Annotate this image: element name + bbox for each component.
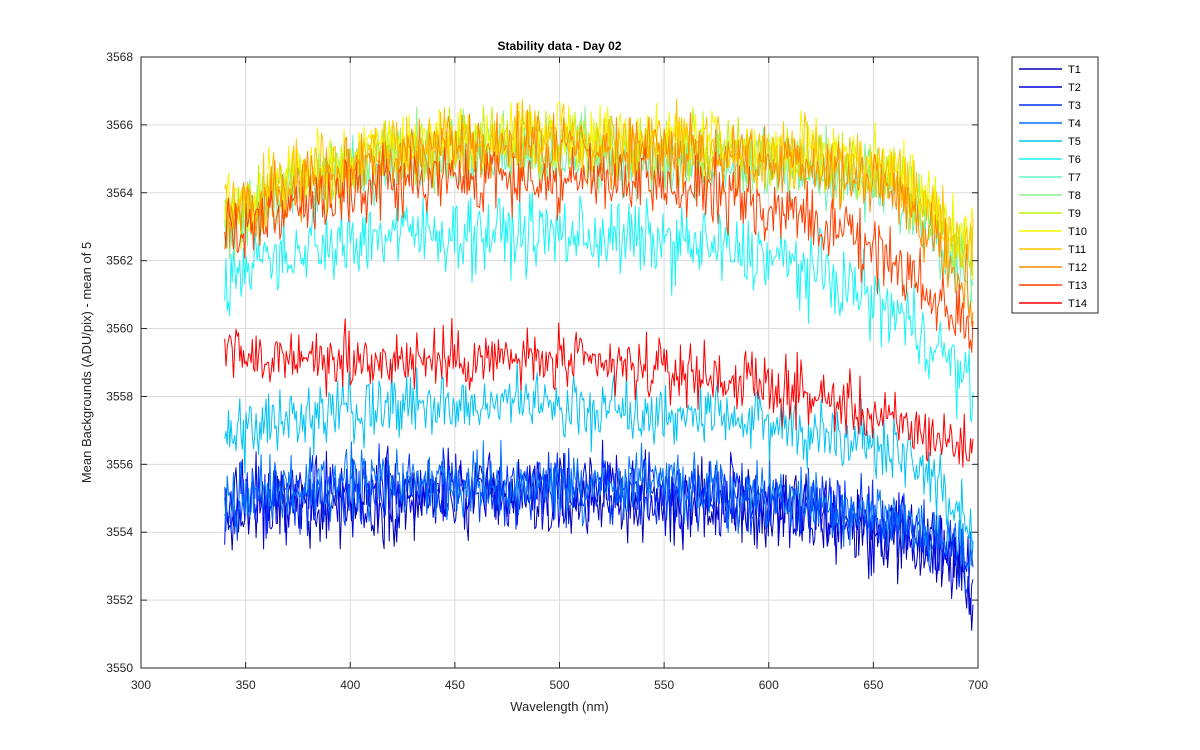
y-tick-label: 3558 [106,389,133,403]
y-tick-label: 3568 [106,50,133,64]
y-tick-label: 3564 [106,186,133,200]
legend-label-t2: T2 [1068,82,1081,94]
legend-label-t5: T5 [1068,136,1081,148]
x-tick-label: 450 [445,678,465,692]
y-tick-label: 3562 [106,254,133,268]
legend-label-t1: T1 [1068,64,1081,76]
chart-title: Stability data - Day 02 [497,39,621,53]
legend-label-t7: T7 [1068,172,1081,184]
series-line-t4 [224,439,974,570]
legend-label-t8: T8 [1068,190,1081,202]
legend-label-t12: T12 [1068,262,1087,274]
y-tick-label: 3560 [106,322,133,336]
x-tick-label: 350 [236,678,256,692]
x-axis: 300 350 400 450 500 550 600 650 700 [131,57,988,692]
y-axis-label: Mean Backgrounds (ADU/pix) - mean of 5 [79,242,94,483]
series-line-t6 [224,190,974,423]
y-tick-label: 3552 [106,593,133,607]
y-tick-label: 3556 [106,457,133,471]
x-axis-label: Wavelength (nm) [510,699,609,714]
series-line-t5 [224,361,974,550]
x-tick-label: 600 [759,678,779,692]
x-tick-label: 700 [968,678,988,692]
legend-label-t14: T14 [1068,298,1087,310]
x-tick-label: 400 [340,678,360,692]
x-tick-label: 300 [131,678,151,692]
legend-label-t4: T4 [1068,118,1081,130]
series-line-t14 [224,317,974,468]
legend-label-t10: T10 [1068,226,1087,238]
legend-label-t3: T3 [1068,100,1081,112]
series-group [224,98,974,631]
y-tick-label: 3550 [106,661,133,675]
legend-label-t13: T13 [1068,280,1087,292]
y-tick-label: 3554 [106,525,133,539]
series-line-t12 [224,103,974,327]
legend-label-t6: T6 [1068,154,1081,166]
legend-label-t9: T9 [1068,208,1081,220]
x-tick-label: 500 [549,678,569,692]
y-axis: 3550 3552 3554 3556 3558 3560 3562 3564 3566 3568 [106,50,978,675]
series-line-t13 [224,142,974,353]
x-tick-label: 650 [863,678,883,692]
x-tick-label: 550 [654,678,674,692]
legend: T1 T2 T3 T4 T5 T6 T7 T8 T9 T10 T11 T12 T13 T14 [1011,56,1099,314]
y-tick-label: 3566 [106,118,133,132]
legend-label-t11: T11 [1068,244,1086,256]
legend-box [1011,56,1099,314]
